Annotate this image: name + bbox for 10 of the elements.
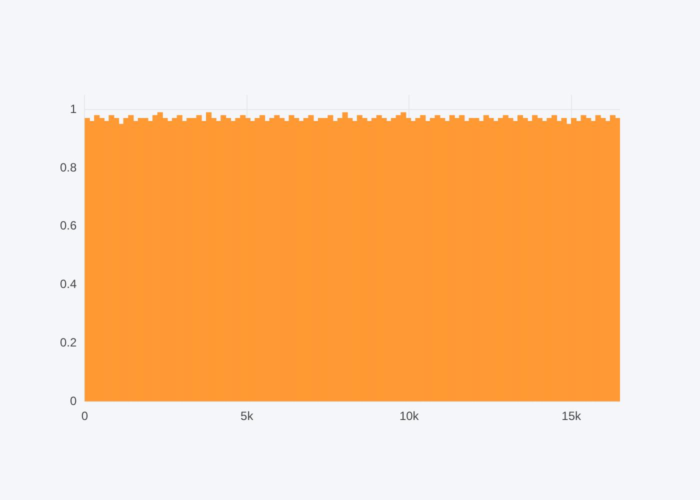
x-tick-label: 10k [399,409,420,424]
y-tick-label: 0.2 [60,336,77,350]
x-tick-label: 5k [240,409,254,424]
y-tick-label: 0.8 [60,160,77,174]
y-tick-label: 0.4 [60,277,77,292]
y-tick-label: 0 [70,394,77,408]
x-tick-label: 0 [81,409,88,424]
y-tick-label: 1 [70,102,77,116]
y-tick-label: 0.6 [60,218,77,233]
x-tick-label: 15k [562,409,582,424]
